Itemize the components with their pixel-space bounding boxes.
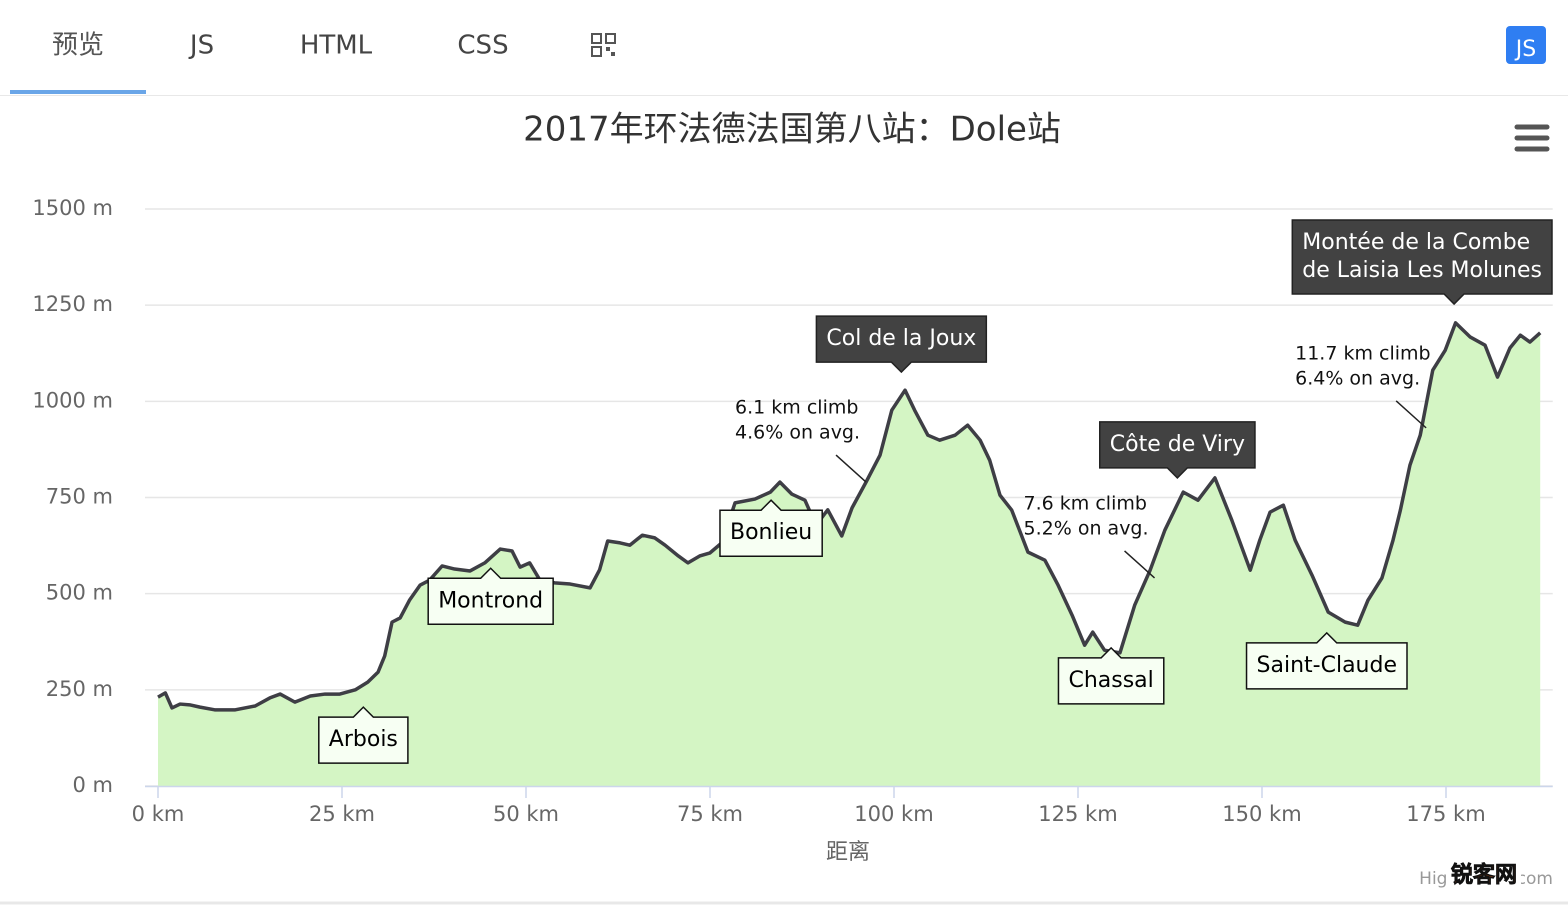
tab[interactable]: 预览 <box>52 31 104 61</box>
x-tick-label: 150 km <box>1222 802 1301 826</box>
tab[interactable]: JS <box>188 31 214 61</box>
climb-connector <box>1395 400 1427 429</box>
y-tick-label: 500 m <box>46 581 113 605</box>
x-tick-label: 100 km <box>854 802 933 826</box>
climb-note: 7.6 km climb <box>1024 492 1147 514</box>
annotation-box <box>1291 219 1553 306</box>
climb-connector <box>835 454 867 483</box>
x-tick-label: 0 km <box>132 802 185 826</box>
annotation: Chassal <box>1057 646 1165 705</box>
annotation: Montée de la Combe de Laisia Les Molunes <box>1291 219 1553 306</box>
js-badge-label: JS <box>1514 37 1536 62</box>
annotation-label: Arbois <box>329 727 398 752</box>
climb-connector <box>1124 550 1156 579</box>
x-tick-label: 50 km <box>493 802 559 826</box>
annotation-label: Montée de la Combe <box>1302 230 1530 255</box>
menu-button[interactable] <box>1514 124 1550 152</box>
climb-note: 4.6% on avg. <box>735 422 860 444</box>
annotation-box <box>719 499 823 557</box>
climb-note: 11.7 km climb <box>1295 342 1430 364</box>
annotation-box <box>1099 421 1256 479</box>
annotation-box <box>815 315 988 374</box>
annotation: Saint-Claude <box>1245 631 1408 690</box>
climb-note: 6.4% on avg. <box>1295 367 1420 389</box>
annotation: Montrond <box>427 567 554 626</box>
annotation: Arbois <box>318 706 409 764</box>
watermark-bg <box>1447 862 1521 888</box>
y-tick-label: 0 m <box>73 773 114 797</box>
annotation-box <box>427 567 554 626</box>
elevation-line <box>157 321 1542 712</box>
annotation-label: Col de la Joux <box>826 326 976 351</box>
watermark: 锐客网 <box>1451 862 1517 888</box>
annotation-label: Saint-Claude <box>1257 653 1397 678</box>
annotation-label: de Laisia Les Molunes <box>1302 258 1542 283</box>
y-tick-label: 1500 m <box>32 196 113 220</box>
tab[interactable]: CSS <box>457 31 508 61</box>
annotation-label: Bonlieu <box>730 520 812 545</box>
annotation-label: Montrond <box>438 588 543 613</box>
annotation: Bonlieu <box>719 499 823 557</box>
active-tab-indicator <box>10 90 146 94</box>
chart-title: 2017年环法德法国第八站：Dole站 <box>523 110 1061 150</box>
qr-icon[interactable] <box>591 33 616 57</box>
tab[interactable]: HTML <box>300 31 373 61</box>
annotation-box <box>1057 646 1165 705</box>
annotation: Côte de Viry <box>1099 421 1256 479</box>
x-tick-label: 175 km <box>1406 802 1485 826</box>
x-tick-label: 75 km <box>677 802 743 826</box>
y-tick-label: 1000 m <box>32 388 113 412</box>
js-badge[interactable] <box>1506 26 1546 64</box>
annotation-label: Côte de Viry <box>1110 432 1245 457</box>
climb-note: 5.2% on avg. <box>1024 517 1149 539</box>
x-tick-label: 25 km <box>309 802 375 826</box>
x-axis-title: 距离 <box>826 840 870 865</box>
annotation: Col de la Joux <box>815 315 988 374</box>
tab-bar <box>0 0 1568 95</box>
y-tick-label: 250 m <box>46 677 113 701</box>
y-tick-label: 1250 m <box>32 292 113 316</box>
y-tick-label: 750 m <box>46 485 113 509</box>
x-tick-label: 125 km <box>1038 802 1117 826</box>
annotation-box <box>318 706 409 764</box>
annotation-label: Chassal <box>1068 668 1153 693</box>
climb-note: 6.1 km climb <box>735 397 858 419</box>
area-fill <box>158 322 1541 786</box>
annotation-box <box>1245 631 1408 690</box>
